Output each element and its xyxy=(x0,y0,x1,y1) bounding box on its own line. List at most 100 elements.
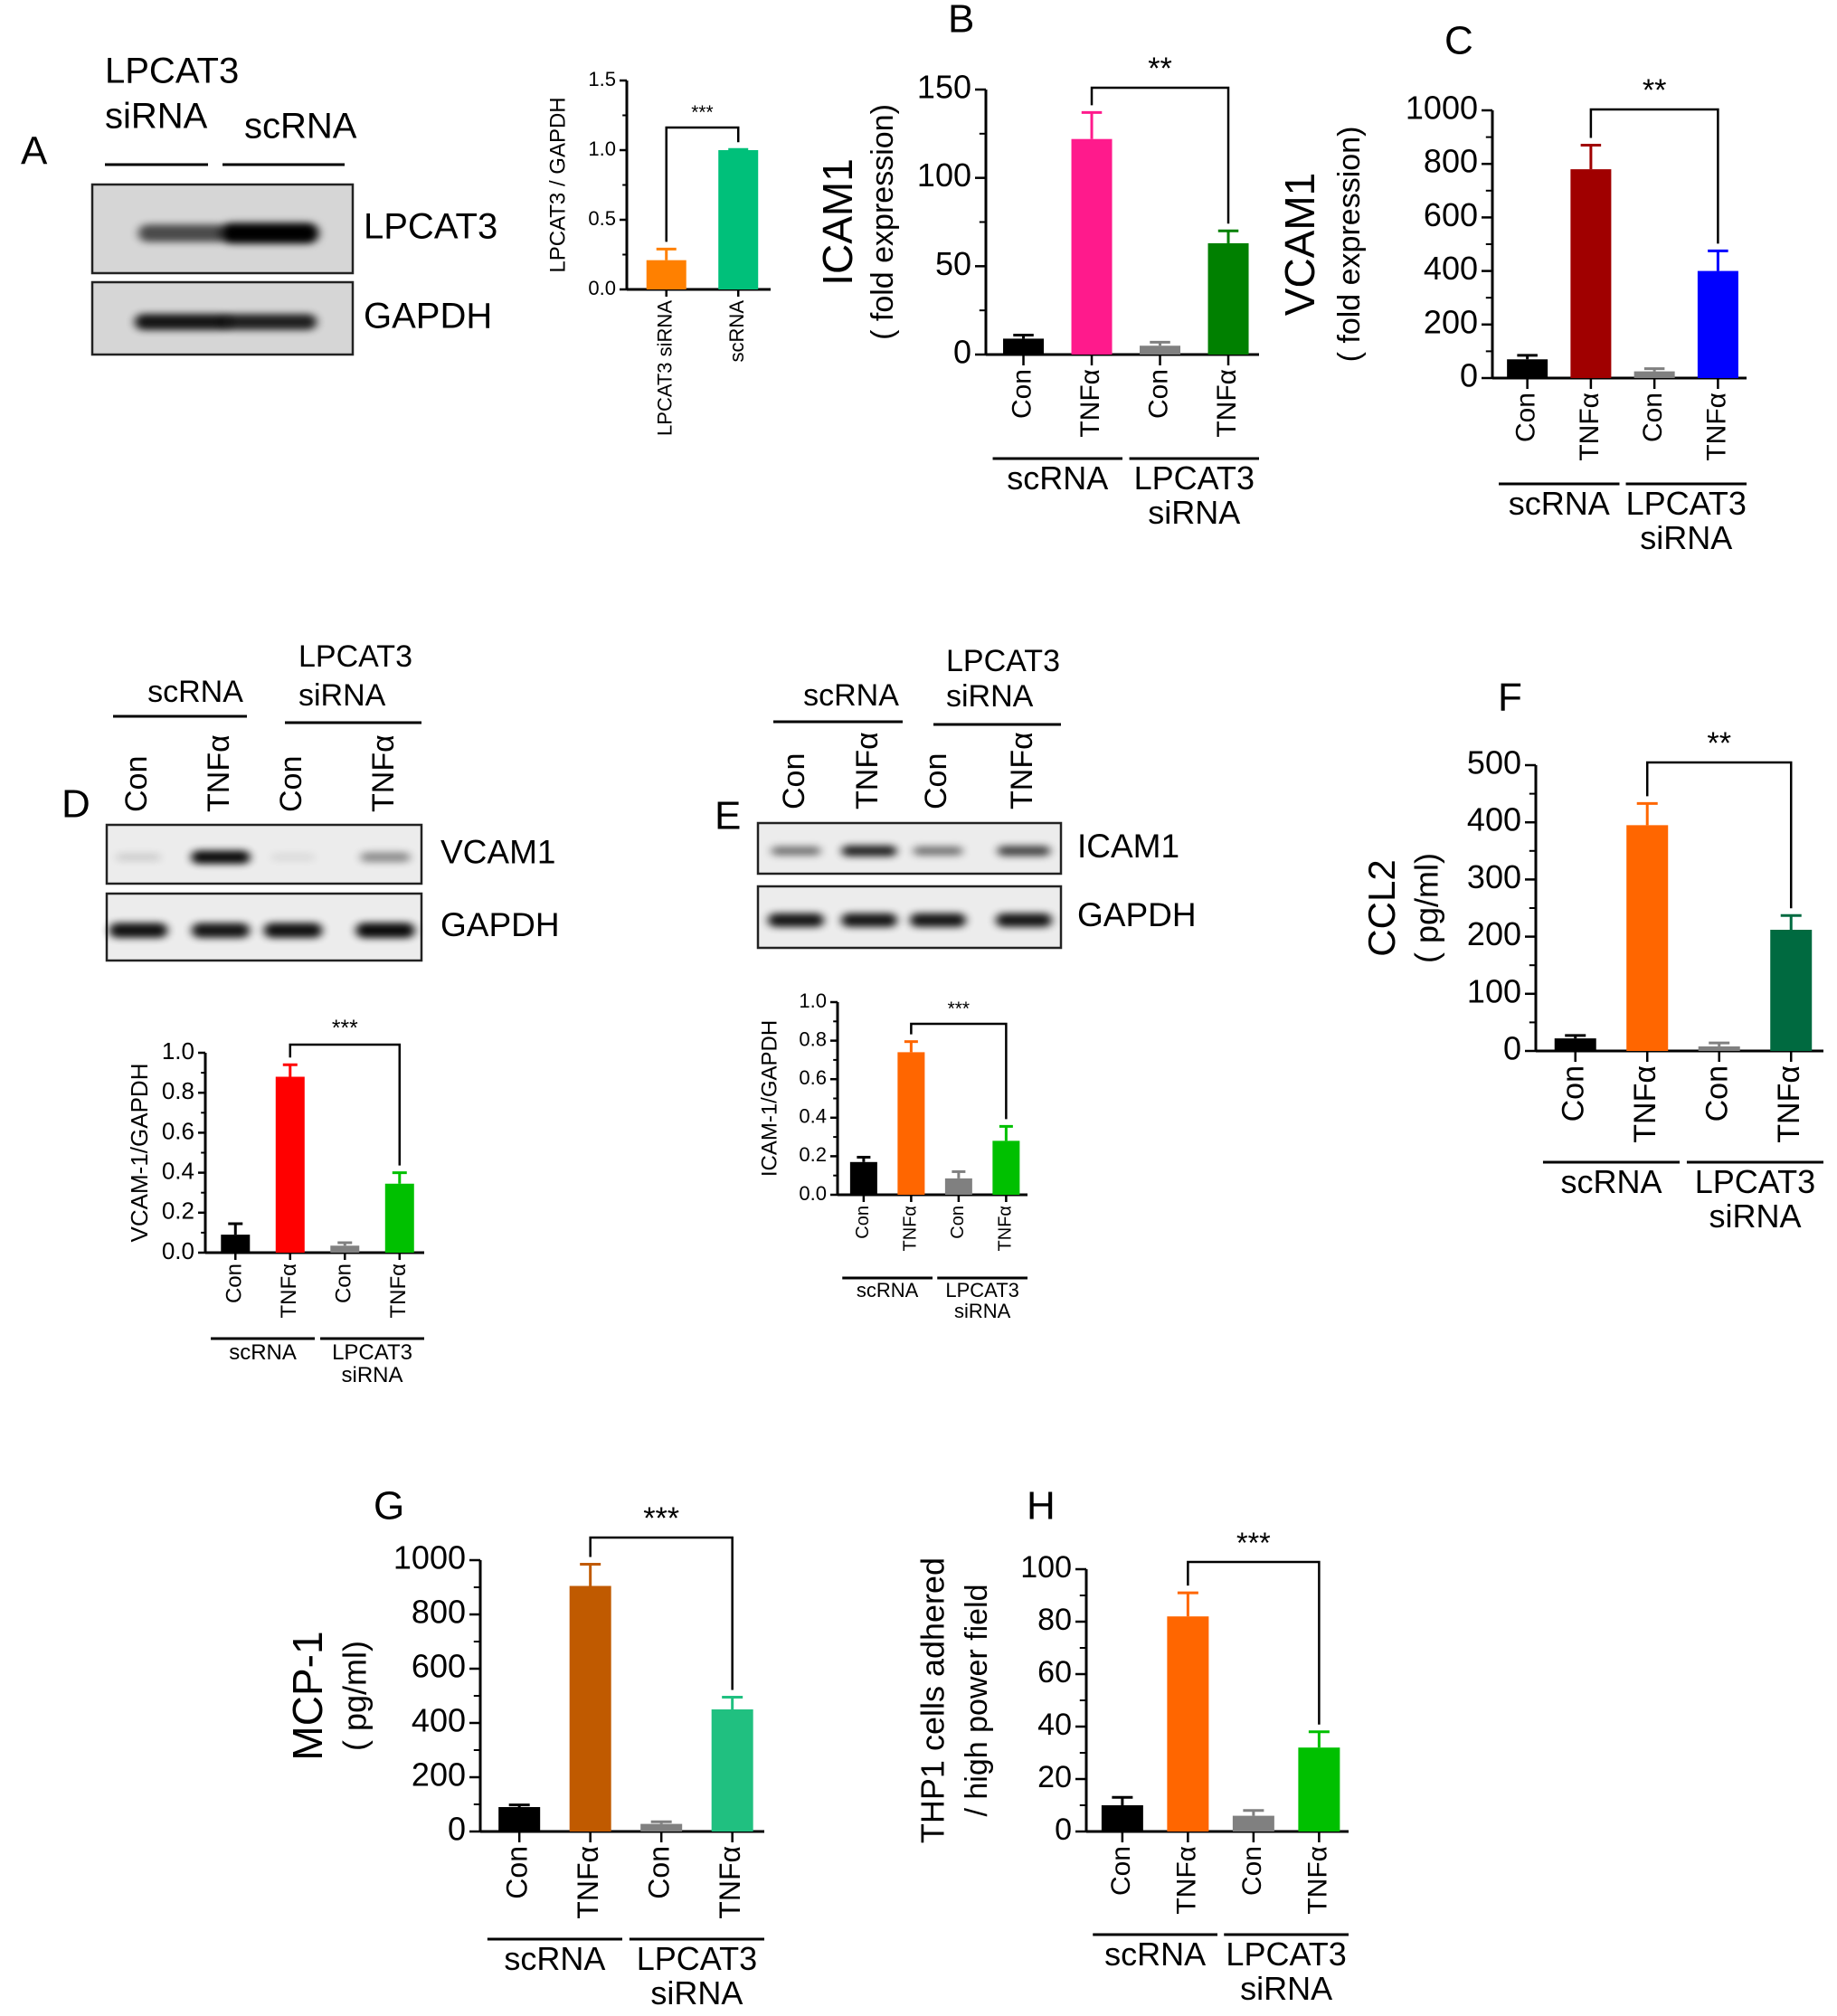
group-label: LPCAT3 xyxy=(1695,1163,1815,1200)
y-tick-label: 800 xyxy=(412,1594,466,1631)
protein-band xyxy=(191,850,251,865)
panel-label-B: B xyxy=(948,0,974,42)
y-tick-label: 40 xyxy=(1037,1708,1072,1742)
y-tick-label: 0 xyxy=(1055,1813,1072,1847)
protein-band xyxy=(768,913,824,927)
protein-band xyxy=(996,913,1052,927)
y-tick-label: 100 xyxy=(1467,972,1521,1009)
chart-panel-C: 0 200 400 600 800 1000 VCAM1 ( fold expression)… xyxy=(1276,73,1747,556)
bar-2 xyxy=(1698,1046,1740,1051)
y-axis-label: ( pg/ml) xyxy=(1408,853,1445,963)
panel-labels: A B C D E F G H xyxy=(21,0,1522,1529)
lane-label: Con xyxy=(777,753,811,809)
y-tick-label: 800 xyxy=(1424,143,1478,180)
bar-1 xyxy=(1570,169,1612,378)
group-label: siRNA xyxy=(1709,1197,1801,1235)
bar-3 xyxy=(1207,242,1249,355)
group-label: scRNA xyxy=(1007,459,1108,497)
protein-band xyxy=(222,314,317,330)
y-tick-label: 0 xyxy=(1460,357,1478,394)
bar-3 xyxy=(1298,1747,1340,1831)
bar-0 xyxy=(849,1161,877,1195)
significance-label: *** xyxy=(332,1017,358,1041)
group-label: siRNA xyxy=(954,1300,1011,1322)
protein-band xyxy=(192,923,250,938)
bar-0 xyxy=(498,1807,541,1831)
significance-bracket xyxy=(1645,761,1793,909)
blot-group-label: LPCAT3 xyxy=(298,639,412,674)
blot-group-label: LPCAT3 xyxy=(946,644,1060,678)
y-tick-label: 0.0 xyxy=(799,1182,827,1205)
bar-0 xyxy=(1003,338,1045,355)
group-label: LPCAT3 xyxy=(1626,485,1747,522)
category-label: TNFα xyxy=(572,1846,604,1919)
lane-label: Con xyxy=(119,756,154,812)
y-tick-label: 200 xyxy=(412,1756,466,1794)
y-axis-label: CCL2 xyxy=(1360,859,1403,956)
protein-band xyxy=(771,846,821,856)
bar-2 xyxy=(944,1178,972,1195)
y-tick-label: 0.6 xyxy=(799,1066,827,1089)
panel-label-G: G xyxy=(374,1484,404,1529)
blot-group-label: scRNA xyxy=(147,675,243,709)
chart-panel-A: 0.0 0.5 1.0 1.5 LPCAT3 / GAPDH LPCAT3 siRNA sc… xyxy=(545,68,771,436)
y-axis-label: ICAM1 xyxy=(814,158,861,286)
bar-1 xyxy=(718,150,759,289)
bar-2 xyxy=(1232,1815,1274,1831)
group-label: scRNA xyxy=(1509,485,1610,522)
y-tick-label: 200 xyxy=(1467,915,1521,952)
y-tick-label: 0 xyxy=(1503,1030,1521,1067)
y-tick-label: 0 xyxy=(953,334,971,371)
category-label: TNFα xyxy=(714,1846,746,1919)
panel-label-E: E xyxy=(715,794,741,838)
blot-row-label: GAPDH xyxy=(440,906,560,943)
category-label: TNFα xyxy=(1212,369,1242,438)
protein-band xyxy=(360,852,411,863)
y-tick-label: 300 xyxy=(1467,858,1521,895)
blot-group-label: siRNA xyxy=(946,679,1034,714)
y-axis-label: ( fold expression) xyxy=(866,104,900,340)
bar-3 xyxy=(384,1183,414,1253)
chart-panel-F: 0 100 200 300 400 500 CCL2( pg/ml) Con TNFα Con TN… xyxy=(1360,726,1823,1235)
y-tick-label: 0.6 xyxy=(162,1117,194,1144)
significance-label: ** xyxy=(1707,726,1731,761)
significance-bracket xyxy=(1187,1560,1321,1725)
y-tick-label: 1.5 xyxy=(588,68,616,90)
y-axis-label: MCP-1 xyxy=(284,1631,331,1760)
group-label: siRNA xyxy=(1148,494,1240,531)
blot-row-label: GAPDH xyxy=(364,297,492,336)
category-label: Con xyxy=(1106,1846,1136,1896)
bar-0 xyxy=(1101,1805,1143,1831)
y-axis-label: LPCAT3 / GAPDH xyxy=(545,97,570,272)
y-tick-label: 150 xyxy=(917,69,971,106)
blot-group-label: LPCAT3 xyxy=(105,52,239,91)
y-tick-label: 0.5 xyxy=(588,207,616,230)
group-label: LPCAT3 xyxy=(637,1940,757,1977)
bar-0 xyxy=(646,260,687,289)
lane-label: TNFα xyxy=(850,732,885,809)
chart-panel-D: 0.0 0.2 0.4 0.6 0.8 1.0 VCAM-1/GAPDH Con TNFα Con… xyxy=(126,1017,424,1387)
significance-bracket xyxy=(910,1022,1008,1120)
significance-label: *** xyxy=(948,999,970,1019)
category-label: Con xyxy=(1557,1065,1591,1122)
bar-1 xyxy=(1626,825,1669,1051)
blot-group-label: scRNA xyxy=(244,107,357,147)
category-label: Con xyxy=(1511,393,1541,442)
bar-1 xyxy=(569,1585,611,1831)
lane-label: TNFα xyxy=(1005,732,1039,809)
significance-label: ** xyxy=(1148,52,1172,86)
bar-3 xyxy=(711,1709,753,1831)
category-label: TNFα xyxy=(1628,1065,1662,1143)
group-label: siRNA xyxy=(1240,1970,1332,2007)
bar-3 xyxy=(1697,270,1738,378)
chart-panel-H: 0 20 40 60 80 100 THP1 cells adhered / high pow… xyxy=(914,1527,1349,2007)
bar-2 xyxy=(640,1823,683,1831)
category-label: Con xyxy=(1237,1846,1267,1896)
blot-panel-D: scRNA LPCAT3 siRNA Con TNFα Con TNFα VCAM1 GAPDH xyxy=(105,639,560,962)
category-label: TNFα xyxy=(386,1264,411,1319)
significance-bracket xyxy=(289,1043,402,1166)
group-label: scRNA xyxy=(857,1279,919,1301)
bar-1 xyxy=(897,1052,925,1195)
y-tick-label: 1000 xyxy=(393,1539,466,1576)
